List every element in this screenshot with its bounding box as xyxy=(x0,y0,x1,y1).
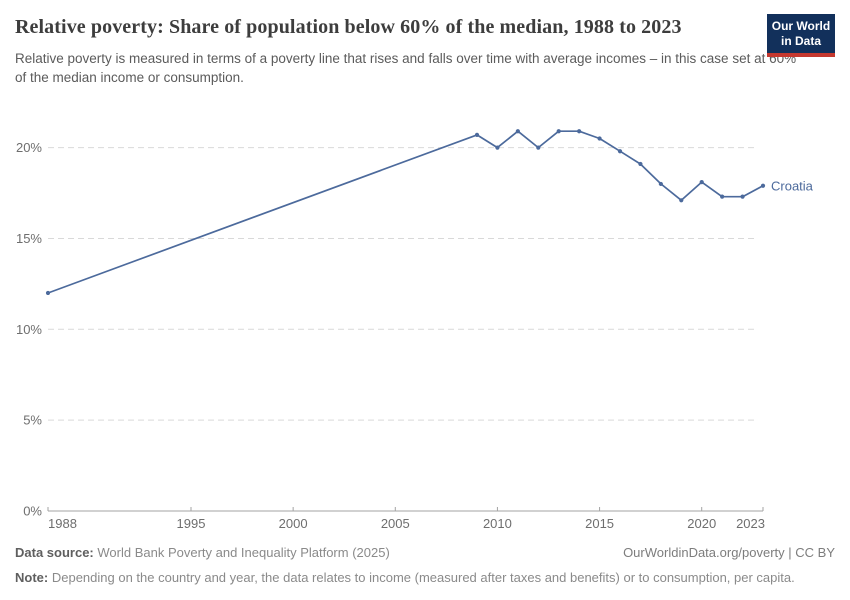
x-tick-label-2010: 2010 xyxy=(483,516,512,531)
x-tick-label-1995: 1995 xyxy=(177,516,206,531)
data-point-2010[interactable] xyxy=(495,145,500,150)
note-line: Note: Depending on the country and year,… xyxy=(15,569,835,588)
data-point-2022[interactable] xyxy=(740,194,745,199)
data-point-2014[interactable] xyxy=(577,129,582,134)
y-tick-label-15: 15% xyxy=(16,231,42,246)
note-label: Note: xyxy=(15,570,49,586)
data-point-2012[interactable] xyxy=(536,145,541,150)
chart-header: Relative poverty: Share of population be… xyxy=(15,13,835,87)
chart-subtitle: Relative poverty is measured in terms of… xyxy=(15,51,797,85)
owid-logo[interactable]: Our World in Data xyxy=(767,14,835,57)
data-point-2020[interactable] xyxy=(699,180,704,185)
data-point-2018[interactable] xyxy=(658,181,663,187)
series-line-croatia[interactable] xyxy=(47,130,764,294)
y-tick-label-10: 10% xyxy=(16,322,42,337)
page-title: Relative poverty: Share of population be… xyxy=(15,16,682,38)
data-point-2021[interactable] xyxy=(720,194,725,199)
y-tick-label-5: 5% xyxy=(23,413,42,428)
data-point-2015[interactable] xyxy=(597,136,602,141)
y-tick-label-0: 0% xyxy=(23,504,42,519)
data-point-2016[interactable] xyxy=(617,149,623,154)
data-point-2009[interactable] xyxy=(474,132,480,137)
data-source-value: World Bank Poverty and Inequality Platfo… xyxy=(97,545,390,561)
x-tick-label-1988: 1988 xyxy=(48,516,77,531)
data-point-2019[interactable] xyxy=(679,198,684,203)
owid-logo-line1: Our World xyxy=(771,19,831,33)
note-value: Depending on the country and year, the d… xyxy=(51,570,795,586)
attribution[interactable]: OurWorldinData.org/poverty | CC BY xyxy=(623,545,835,561)
data-source-label: Data source: xyxy=(15,545,94,561)
data-point-2011[interactable] xyxy=(515,129,520,134)
x-tick-label-2023: 2023 xyxy=(736,516,765,531)
data-point-2023[interactable] xyxy=(760,183,766,188)
owid-logo-line2: in Data xyxy=(780,34,821,48)
x-tick-label-2005: 2005 xyxy=(381,516,410,531)
chart-footer: Data source: World Bank Poverty and Ineq… xyxy=(15,544,835,588)
data-point-1988[interactable] xyxy=(45,290,51,296)
data-point-2017[interactable] xyxy=(638,161,643,167)
x-tick-label-2015: 2015 xyxy=(585,516,614,531)
x-tick-label-2020: 2020 xyxy=(687,516,716,531)
y-tick-label-20: 20% xyxy=(16,140,42,155)
x-tick-label-2000: 2000 xyxy=(279,516,308,531)
series-label-croatia[interactable]: Croatia xyxy=(771,178,814,193)
data-source-line: Data source: World Bank Poverty and Ineq… xyxy=(15,544,390,563)
data-point-2013[interactable] xyxy=(556,129,561,134)
